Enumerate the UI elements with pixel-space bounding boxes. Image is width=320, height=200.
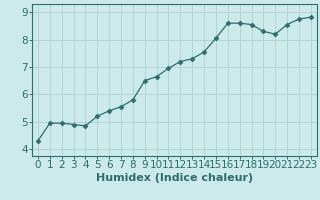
X-axis label: Humidex (Indice chaleur): Humidex (Indice chaleur) xyxy=(96,173,253,183)
